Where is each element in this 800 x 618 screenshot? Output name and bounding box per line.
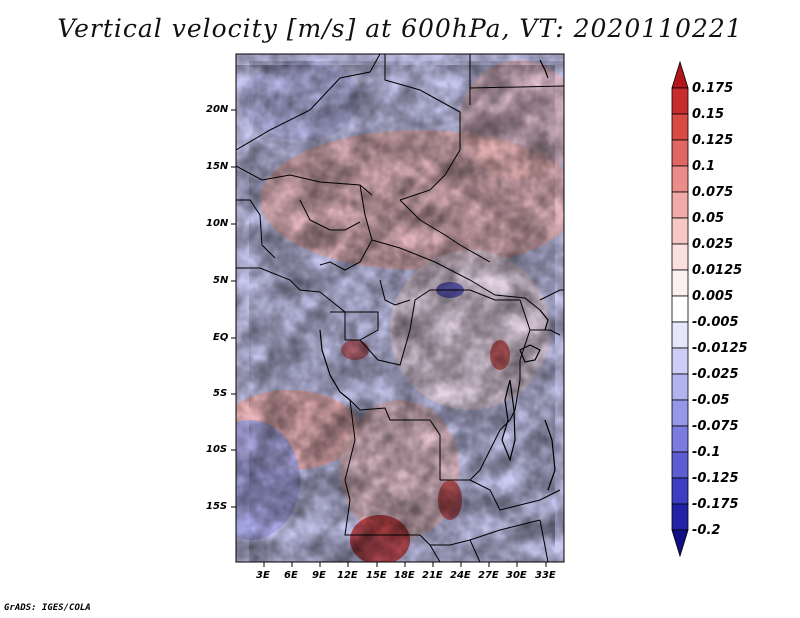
colorbar-swatch xyxy=(671,139,689,167)
colorbar-swatch xyxy=(671,165,689,193)
colorbar-label: -0.025 xyxy=(692,367,739,382)
lon-label-33e: 33E xyxy=(535,570,556,581)
lat-label-5n: 5N xyxy=(213,275,229,286)
colorbar-bottom-triangle xyxy=(671,529,689,558)
colorbar-swatch xyxy=(671,477,689,505)
lat-label-20n: 20N xyxy=(206,104,229,115)
colorbar-swatch xyxy=(671,503,689,531)
colorbar-swatch xyxy=(671,295,689,323)
map-title: Vertical velocity [m/s] at 600hPa, VT: 2… xyxy=(57,14,743,43)
colorbar-label: -0.05 xyxy=(692,393,730,408)
colorbar-label: -0.005 xyxy=(692,315,739,330)
colorbar-label: 0.025 xyxy=(692,237,734,252)
lon-label-21e: 21E xyxy=(422,570,443,581)
lat-label-10n: 10N xyxy=(206,218,229,229)
lon-label-9e: 9E xyxy=(312,570,326,581)
colorbar-label: -0.125 xyxy=(692,471,739,486)
lon-label-18e: 18E xyxy=(394,570,415,581)
colorbar-label: -0.1 xyxy=(692,445,721,460)
colorbar-swatch xyxy=(671,113,689,141)
lon-label-27e: 27E xyxy=(478,570,499,581)
colorbar-swatch xyxy=(671,451,689,479)
lon-label-6e: 6E xyxy=(284,570,298,581)
lat-label-15n: 15N xyxy=(206,161,229,172)
map-frame xyxy=(235,53,565,563)
colorbar-label: 0.075 xyxy=(692,185,734,200)
colorbar-swatch xyxy=(671,269,689,297)
footer-credit: GrADS: IGES/COLA xyxy=(4,603,91,613)
colorbar-swatch xyxy=(671,399,689,427)
colorbar-label: 0.125 xyxy=(692,133,734,148)
colorbar-swatch xyxy=(671,347,689,375)
lon-label-30e: 30E xyxy=(506,570,527,581)
lon-label-12e: 12E xyxy=(337,570,358,581)
colorbar-swatch xyxy=(671,321,689,349)
country-borders xyxy=(236,54,564,562)
colorbar-swatch xyxy=(671,87,689,115)
lat-label-10s: 10S xyxy=(206,444,228,455)
lat-label-eq: EQ xyxy=(213,332,229,343)
lakes-coastline xyxy=(319,59,556,491)
colorbar-label: 0.15 xyxy=(692,107,725,122)
colorbar-swatch xyxy=(671,217,689,245)
colorbar-swatch xyxy=(671,373,689,401)
colorbar-swatch xyxy=(671,243,689,271)
colorbar-label: -0.075 xyxy=(692,419,739,434)
lon-label-15e: 15E xyxy=(366,570,387,581)
colorbar-swatch xyxy=(671,191,689,219)
vertical-velocity-field xyxy=(236,54,564,562)
axis-ticks xyxy=(231,109,547,567)
colorbar-label: -0.175 xyxy=(692,497,739,512)
colorbar-label: -0.2 xyxy=(692,523,721,538)
colorbar-top-triangle xyxy=(671,60,689,89)
colorbar-label: 0.175 xyxy=(692,81,734,96)
colorbar-label: 0.005 xyxy=(692,289,734,304)
colorbar-label: 0.05 xyxy=(692,211,725,226)
colorbar-label: -0.0125 xyxy=(692,341,748,356)
colorbar-label: 0.1 xyxy=(692,159,716,174)
colorbar-swatch xyxy=(671,425,689,453)
lat-label-15s: 15S xyxy=(206,501,228,512)
lat-label-5s: 5S xyxy=(213,388,228,399)
colorbar xyxy=(671,60,689,558)
colorbar-label: 0.0125 xyxy=(692,263,743,278)
lon-label-3e: 3E xyxy=(256,570,270,581)
lon-label-24e: 24E xyxy=(450,570,471,581)
